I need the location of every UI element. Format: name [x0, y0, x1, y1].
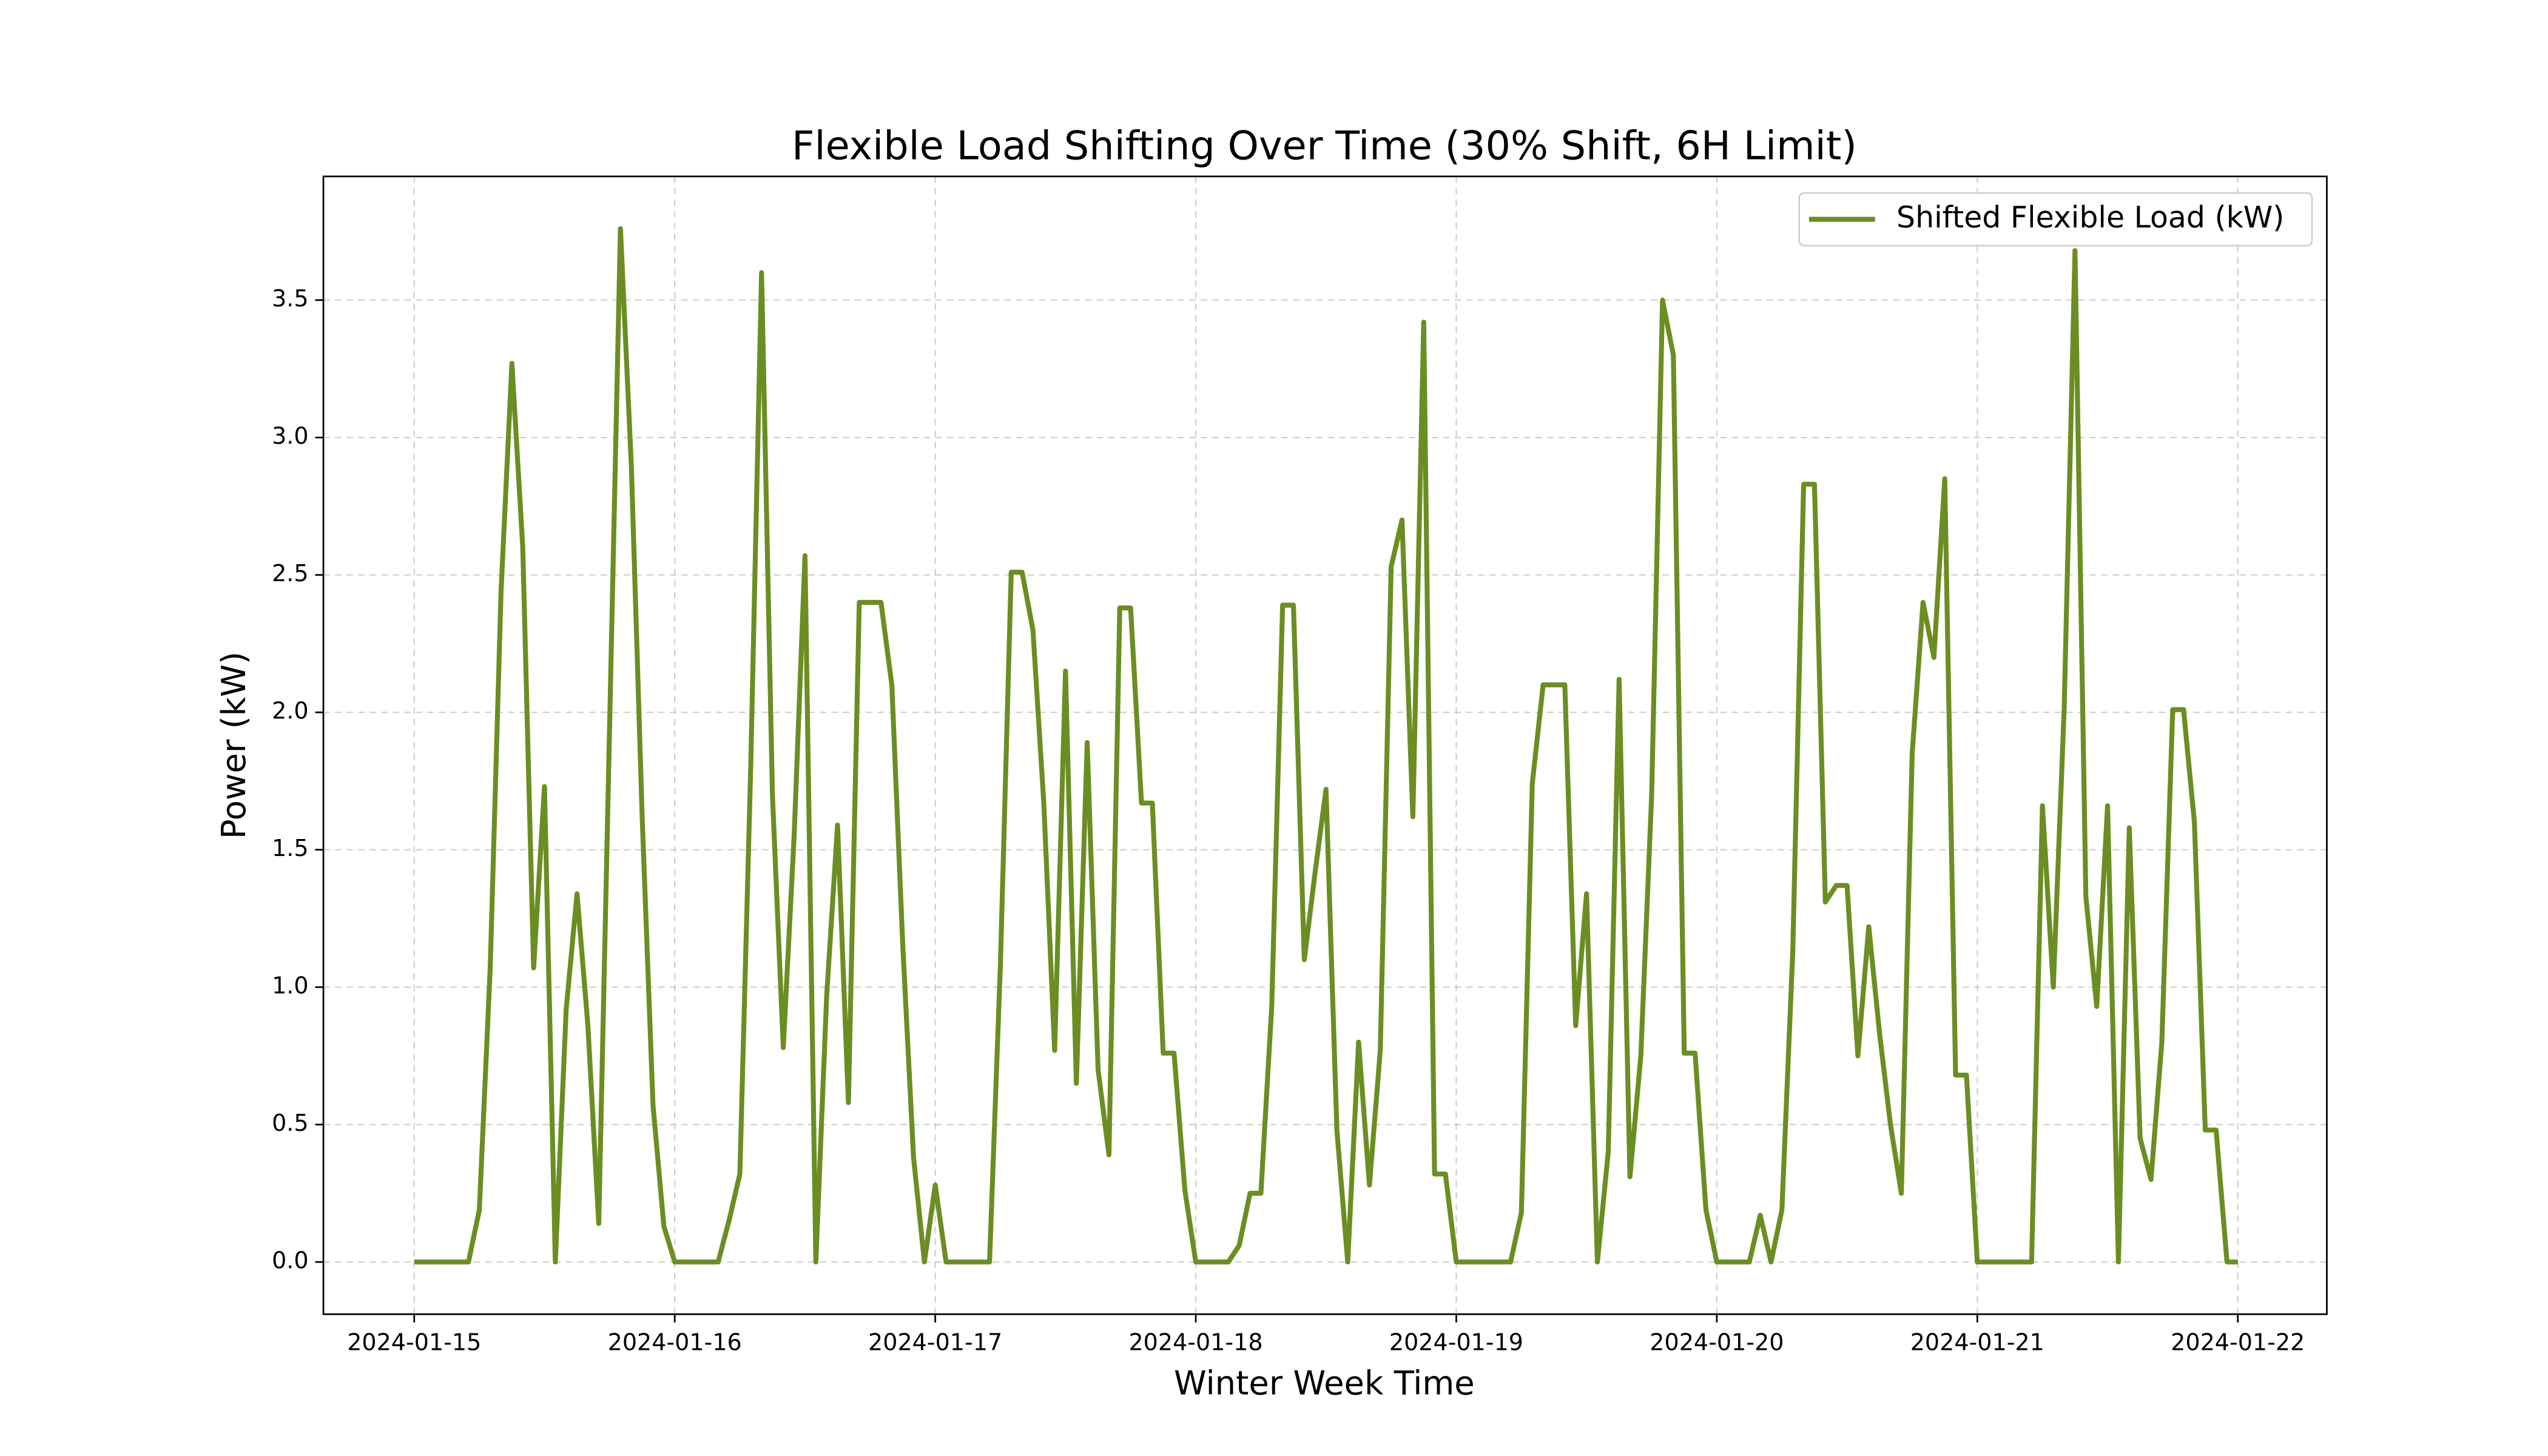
y-tick-label: 0.0: [272, 1247, 309, 1274]
y-tick-label: 2.5: [272, 560, 309, 587]
x-tick-label: 2024-01-16: [608, 1329, 742, 1356]
y-tick-label: 1.5: [272, 835, 309, 861]
series-line: [414, 226, 2238, 1265]
y-tick-label: 3.5: [272, 285, 309, 312]
x-tick-label: 2024-01-19: [1389, 1329, 1523, 1356]
x-axis-label: Winter Week Time: [1174, 1364, 1475, 1402]
legend-label: Shifted Flexible Load (kW): [1896, 200, 2284, 235]
y-tick-label: 3.0: [272, 423, 309, 450]
x-tick-label: 2024-01-22: [2171, 1329, 2305, 1356]
x-tick-label: 2024-01-20: [1650, 1329, 1784, 1356]
x-tick-label: 2024-01-17: [868, 1329, 1002, 1356]
x-tick-label: 2024-01-15: [347, 1329, 481, 1356]
chart-title: Flexible Load Shifting Over Time (30% Sh…: [792, 123, 1857, 169]
y-tick-label: 0.5: [272, 1110, 309, 1136]
y-tick-label: 1.0: [272, 972, 309, 999]
x-tick-label: 2024-01-21: [1910, 1329, 2044, 1356]
x-tick-label: 2024-01-18: [1128, 1329, 1262, 1356]
legend-box: [1798, 192, 2313, 247]
y-tick-label: 2.0: [272, 698, 309, 724]
y-axis-label: Power (kW): [215, 652, 253, 839]
plot-frame: [322, 175, 2328, 1315]
